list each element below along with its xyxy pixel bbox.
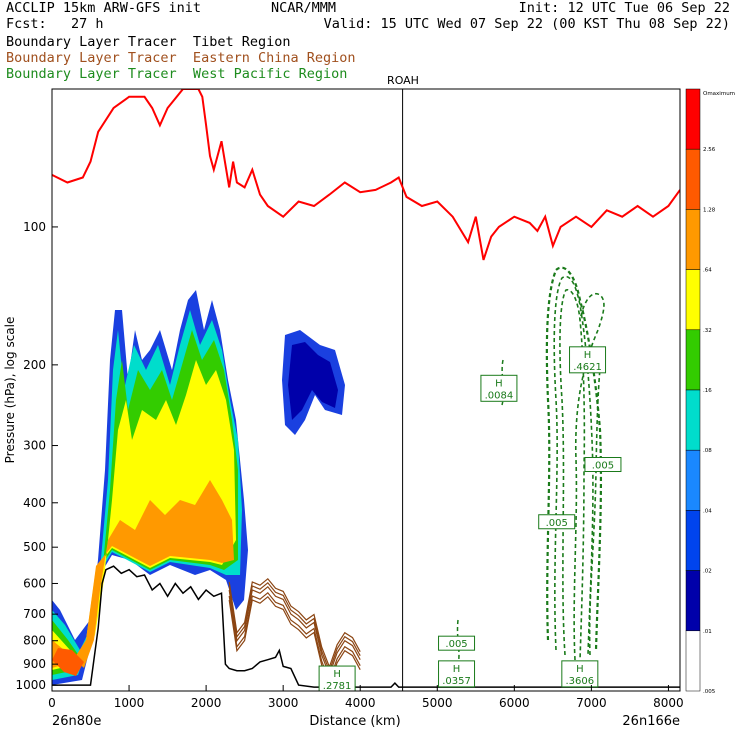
colorbar-label: .08: [703, 448, 712, 454]
label-box-wp-side: .005: [584, 457, 622, 473]
label-box-value: .005: [546, 518, 568, 529]
label-box-wp-upper: H.4621: [569, 346, 607, 374]
eastern-china-contour: [228, 595, 361, 687]
colorbar-label: .16: [703, 388, 712, 394]
label-box-wp-center: .005: [538, 514, 576, 530]
x-tick-label: 5000: [422, 696, 453, 710]
label-box-value: .4621: [573, 362, 602, 373]
y-tick-label: 600: [23, 576, 46, 590]
y-axis-label: Pressure (hPa), log scale: [3, 317, 17, 464]
y-tick-label: 500: [23, 540, 46, 554]
legend-west-pacific: Boundary Layer Tracer West Pacific Regio…: [6, 66, 348, 82]
colorbar-swatch: [685, 570, 701, 632]
label-box-letter: H: [453, 664, 461, 675]
forecast-hour: Fcst: 27 h: [6, 16, 104, 32]
colorbar-label: .04: [703, 508, 712, 514]
left-endpoint-label: 26n80e: [52, 714, 101, 729]
y-tick-label: 1000: [15, 678, 46, 692]
west-pacific-contour: [559, 289, 586, 661]
label-box-letter: H: [584, 350, 592, 361]
y-tick-label: 300: [23, 439, 46, 453]
x-tick-label: 2000: [191, 696, 222, 710]
legend-eastern-china: Boundary Layer Tracer Eastern China Regi…: [6, 50, 356, 66]
x-tick-label: 7000: [576, 696, 607, 710]
eastern-china-contour: [228, 591, 361, 683]
label-box-value: .0357: [442, 676, 471, 687]
x-tick-label: 6000: [499, 696, 530, 710]
colorbar-swatch: [685, 630, 701, 692]
right-endpoint-label: 26n166e: [622, 714, 680, 729]
legend-tibet: Boundary Layer Tracer Tibet Region: [6, 34, 291, 50]
label-box-wp-surface: H.3606: [561, 660, 599, 688]
x-tick-label: 8000: [653, 696, 684, 710]
center-name: NCAR/MMM: [271, 0, 337, 16]
eastern-china-contour: [228, 585, 361, 677]
y-tick-label: 800: [23, 634, 46, 648]
y-tick-label: 700: [23, 607, 46, 621]
y-tick-label: 400: [23, 496, 46, 510]
tropopause-line: [52, 89, 680, 261]
label-box-value: .005: [592, 461, 614, 472]
colorbar-swatch: [685, 269, 701, 331]
y-tick-label: 100: [23, 220, 46, 234]
colorbar-label: .01: [703, 629, 712, 635]
colorbar-label: Omaximum: [703, 91, 735, 97]
colorbar-swatch: [685, 148, 701, 210]
west-pacific-contour: [573, 293, 605, 661]
init-time: Init: 12 UTC Tue 06 Sep 22: [518, 0, 730, 16]
label-box-value: .3606: [566, 676, 595, 687]
x-tick-label: 1000: [114, 696, 145, 710]
colorbar-swatch: [685, 389, 701, 451]
tibet-tracer-field: [52, 290, 345, 685]
colorbar-label: .02: [703, 569, 712, 575]
label-box-value: .2781: [323, 681, 352, 692]
colorbar-swatch: [685, 449, 701, 511]
west-pacific-contour: [588, 349, 603, 656]
colorbar: Omaximum 2.56 1.28 .64 .32 .16 .08 .04 .02 .01 .00…: [685, 88, 735, 695]
colorbar-swatch: [685, 510, 701, 571]
tracer-band-red-orange: [52, 648, 84, 676]
y-tick-label: 200: [23, 358, 46, 372]
colorbar-label: 1.28: [703, 207, 716, 213]
eastern-china-contour: [228, 577, 361, 669]
colorbar-swatch: [685, 209, 701, 270]
label-box-wp-mid: H.0084: [480, 374, 518, 402]
colorbar-label: .64: [703, 268, 712, 274]
colorbar-label: 2.56: [703, 147, 716, 153]
label-box-wp-low-2: H.0357: [438, 660, 476, 688]
x-tick-label: 4000: [345, 696, 376, 710]
eastern-china-contour: [228, 581, 361, 673]
label-box-value: .005: [445, 639, 467, 650]
label-box-value: .0084: [485, 390, 514, 401]
label-box-wp-low-1: .005: [438, 635, 476, 651]
colorbar-swatch: [685, 88, 701, 150]
label-box-letter: H: [576, 664, 584, 675]
colorbar-label: .32: [703, 328, 712, 334]
location-marker-label: ROAH: [387, 74, 419, 87]
model-title: ACCLIP 15km ARW-GFS init: [6, 0, 202, 16]
tracer-band-orange: [52, 480, 234, 668]
label-box-tibet-max: H.2781: [318, 665, 356, 692]
x-tick-label: 3000: [268, 696, 299, 710]
tracer-upper-cloud-blue: [288, 342, 338, 420]
plot-frame: [51, 88, 681, 692]
colorbar-swatch: [685, 329, 701, 391]
label-box-letter: H: [333, 669, 341, 680]
label-box-letter: H: [495, 378, 503, 389]
west-pacific-contour: [545, 266, 603, 651]
colorbar-label: .005: [703, 689, 716, 695]
y-tick-label: 900: [23, 657, 46, 671]
valid-time: Valid: 15 UTC Wed 07 Sep 22 (00 KST Thu …: [323, 16, 730, 32]
x-tick-label: 0: [48, 696, 56, 710]
terrain-line: [52, 565, 680, 688]
x-axis-label: Distance (km): [309, 714, 400, 729]
